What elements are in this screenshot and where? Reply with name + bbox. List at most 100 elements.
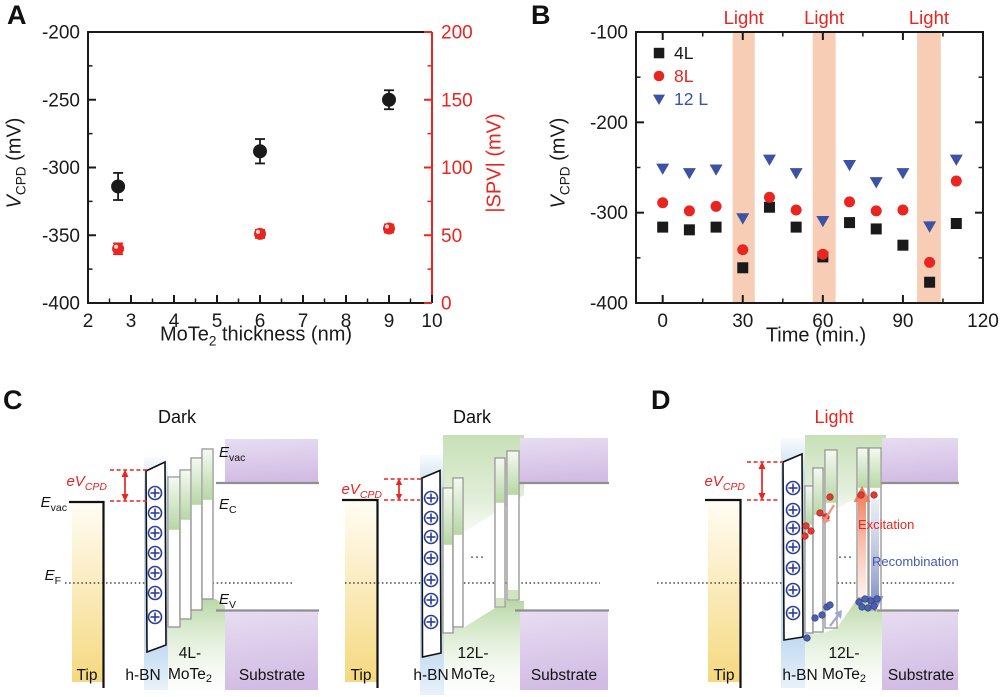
panel-a-ylabel-left: VCPD (mV) bbox=[3, 117, 29, 209]
substrate-vacuum-block bbox=[520, 438, 608, 483]
panel-b-ylabel: VCPD (mV) bbox=[547, 117, 573, 209]
x-tick-label: 30 bbox=[732, 311, 753, 332]
data-point bbox=[870, 205, 882, 217]
conduction-band-segment bbox=[813, 468, 823, 515]
legend-marker bbox=[653, 70, 665, 82]
band-diagram-4l-dark: Dark eVCPD Evac EF Evac EC EV Tip h-BN 4… bbox=[41, 407, 319, 690]
data-point bbox=[816, 215, 830, 228]
evcpd-marker bbox=[747, 461, 783, 501]
x-tick-label: 4 bbox=[169, 311, 180, 332]
condition-title: Dark bbox=[158, 407, 197, 427]
light-band-label: Light bbox=[724, 7, 764, 28]
x-tick-label: 7 bbox=[298, 311, 309, 332]
plus-charge-icon bbox=[147, 485, 163, 501]
chart-vcpd-vs-time: Light Light Light 0 30 60 90 120 -400 -300 -200 -10… bbox=[590, 7, 999, 332]
light-band-label: Light bbox=[804, 7, 844, 28]
electron-dot bbox=[864, 604, 872, 612]
data-point bbox=[763, 191, 775, 203]
electron-dot bbox=[818, 611, 826, 619]
plus-charge-icon bbox=[423, 614, 439, 630]
y-right-tick-label: 0 bbox=[441, 294, 452, 315]
evcpd-label: eVCPD bbox=[341, 481, 382, 501]
light-band bbox=[917, 32, 941, 303]
excitation-label: Excitation bbox=[858, 517, 914, 532]
data-point bbox=[843, 159, 857, 172]
electron-transfer-arrow-icon bbox=[829, 610, 842, 627]
valence-band-segment bbox=[495, 598, 505, 607]
x-tick-label: 8 bbox=[341, 311, 352, 332]
x-tick-label: 120 bbox=[967, 311, 999, 332]
condition-title: Light bbox=[814, 407, 853, 427]
y-right-tick-label: 50 bbox=[441, 226, 462, 247]
light-band bbox=[732, 32, 755, 303]
tip-label: Tip bbox=[351, 667, 372, 684]
mote2-label-line2: MoTe2 bbox=[168, 666, 212, 685]
y-right-tick-label: 200 bbox=[441, 23, 473, 44]
legend-label: 4L bbox=[674, 43, 694, 63]
substrate-block bbox=[225, 611, 318, 690]
data-point bbox=[950, 175, 962, 187]
mote2-label-line1: 4L- bbox=[179, 645, 201, 662]
plus-charge-icon bbox=[423, 529, 439, 545]
conduction-band-segment bbox=[507, 451, 519, 495]
plus-charge-icon bbox=[785, 539, 801, 555]
data-point bbox=[923, 221, 937, 233]
excitation-arrow-icon bbox=[853, 486, 871, 598]
plus-charge-icon bbox=[785, 502, 801, 518]
y-right-tick-label: 100 bbox=[441, 158, 473, 179]
hole-dot bbox=[826, 493, 834, 501]
plus-charge-icon bbox=[423, 510, 439, 526]
hole-transfer-arrow-icon bbox=[823, 504, 835, 524]
hole-dot bbox=[801, 532, 809, 540]
electron-dot bbox=[873, 595, 881, 603]
conduction-band-segment bbox=[168, 477, 180, 530]
electron-dot bbox=[803, 634, 811, 642]
data-point bbox=[657, 221, 669, 233]
trapped-charges bbox=[785, 480, 801, 621]
condition-title: Dark bbox=[453, 407, 492, 427]
trapped-charges bbox=[147, 485, 163, 625]
panel-label-c: C bbox=[3, 385, 23, 415]
data-point bbox=[869, 177, 883, 189]
x-tick-label: 5 bbox=[212, 311, 223, 332]
conduction-band-segment bbox=[857, 448, 868, 488]
plus-charge-icon bbox=[423, 572, 439, 588]
trapped-charges bbox=[423, 490, 439, 630]
evcpd-marker bbox=[110, 469, 149, 502]
data-point bbox=[896, 168, 910, 180]
data-point bbox=[924, 276, 936, 288]
tip-evac-edge bbox=[342, 498, 379, 688]
x-tick-label: 10 bbox=[421, 311, 442, 332]
recombination-label: Recombination bbox=[872, 554, 959, 569]
x-tick-label: 0 bbox=[657, 311, 668, 332]
hole-dot bbox=[816, 509, 824, 517]
valence-band-region bbox=[805, 599, 886, 690]
data-point-highlight bbox=[385, 224, 389, 229]
y-tick-label: -200 bbox=[42, 23, 80, 44]
plus-charge-icon bbox=[785, 605, 801, 621]
plus-charge-icon bbox=[147, 505, 163, 521]
hbn-label: h-BN bbox=[413, 667, 448, 684]
mote2-layer-bars bbox=[442, 450, 520, 634]
x-tick-label: 60 bbox=[812, 311, 833, 332]
panel-label-d: D bbox=[651, 385, 671, 415]
layer-bar bbox=[812, 467, 824, 633]
data-point bbox=[790, 204, 802, 216]
panel-a-ylabel-right: |SPV| (mV) bbox=[483, 113, 506, 213]
panel-a-xlabel: MoTe2 thickness (nm) bbox=[159, 323, 353, 349]
x-tick-label: 6 bbox=[255, 311, 266, 332]
x-tick-label: 90 bbox=[892, 311, 913, 332]
plus-charge-icon bbox=[147, 525, 163, 541]
recombination-arrow-icon bbox=[866, 500, 884, 612]
hole-dot bbox=[857, 491, 865, 499]
data-point bbox=[656, 163, 670, 175]
data-point-highlight bbox=[256, 229, 260, 234]
data-point bbox=[897, 239, 909, 251]
electron-dot bbox=[870, 602, 878, 610]
data-point bbox=[817, 248, 829, 260]
y-tick-label: -100 bbox=[590, 23, 628, 44]
x-tick-label: 2 bbox=[83, 311, 94, 332]
tip-evac-edge bbox=[705, 498, 742, 688]
mote2-label-line2: MoTe2 bbox=[822, 666, 866, 685]
